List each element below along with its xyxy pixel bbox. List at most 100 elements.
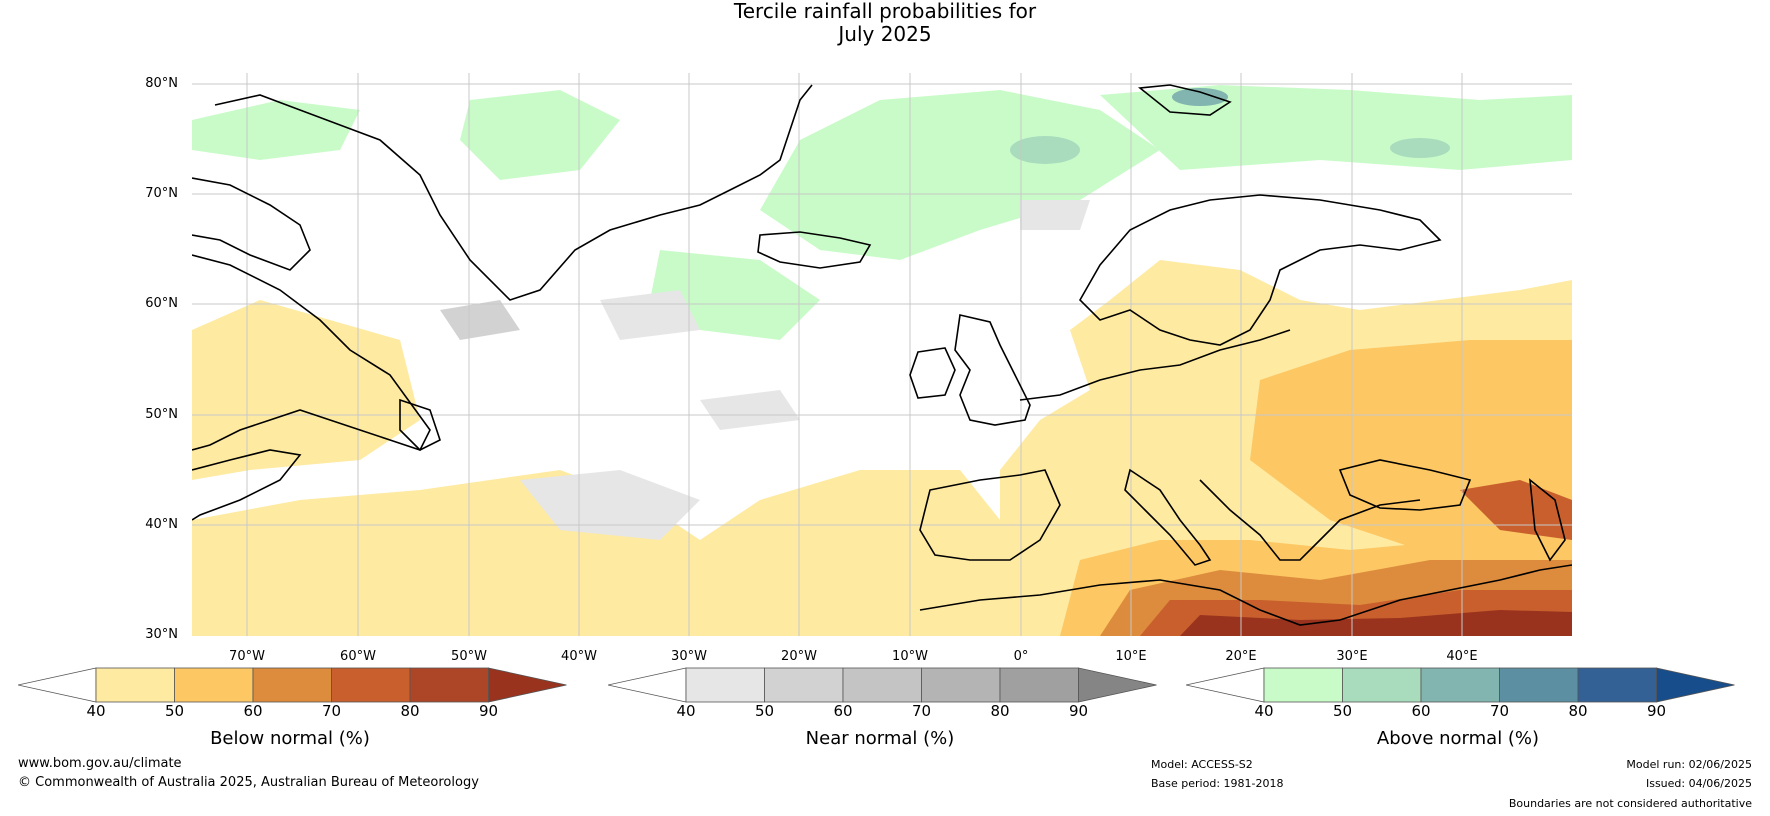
colorbar-below-normal-label: Below normal (%) <box>210 728 370 749</box>
lon-label-40w: 40°W <box>561 649 597 664</box>
colorbar-bin <box>999 667 1079 703</box>
lon-label-50w: 50°W <box>451 649 487 664</box>
colorbar-bin <box>1342 667 1422 703</box>
labrador-coast <box>192 254 431 451</box>
lon-label-60w: 60°W <box>340 649 376 664</box>
lon-label-40e: 40°E <box>1446 649 1478 664</box>
above-normal-region-labrador <box>192 100 360 160</box>
title-line-1: Tercile rainfall probabilities for <box>733 0 1037 23</box>
footer-base-period: Base period: 1981-2018 <box>1151 777 1284 790</box>
colorbar-bin <box>764 667 844 703</box>
north-africa-coast <box>919 564 1572 626</box>
colorbar-tick-label: 70 <box>1489 702 1510 720</box>
baffin-island-coast <box>192 177 311 271</box>
lat-label-60n: 60°N <box>145 296 178 311</box>
colorbar-tick-label: 50 <box>754 702 775 720</box>
footer-issued: Issued: 04/06/2025 <box>1645 777 1752 790</box>
scandinavia-coast <box>1079 194 1442 346</box>
near-normal-patch-3 <box>1020 200 1090 230</box>
colorbar-below-normal <box>18 667 567 703</box>
above-normal-patch-2 <box>1172 88 1228 106</box>
lat-label-80n: 80°N <box>145 76 178 91</box>
colorbar-bin <box>842 667 922 703</box>
black-sea-coast <box>1338 459 1472 511</box>
probability-shading <box>192 73 1572 636</box>
colorbar-tick-label: 40 <box>86 702 106 720</box>
iceland-coast <box>757 231 872 269</box>
colorbar-tick-label: 40 <box>676 702 696 720</box>
colorbar-extend-high <box>1656 667 1735 703</box>
colorbar-tick-label: 90 <box>1646 702 1667 720</box>
lon-label-70w: 70°W <box>229 649 265 664</box>
below-normal-region-west <box>192 300 420 480</box>
lon-label-0: 0° <box>1013 649 1029 664</box>
colorbar-tick-label: 50 <box>164 702 185 720</box>
britain-coast <box>954 314 1031 426</box>
colorbar-tick-label: 70 <box>911 702 932 720</box>
colorbar-tick-label: 80 <box>990 702 1010 720</box>
lon-label-30e: 30°E <box>1336 649 1368 664</box>
ireland-coast <box>909 347 956 399</box>
below-normal-region-atlantic-south <box>192 470 1000 636</box>
lat-label-40n: 40°N <box>145 517 178 532</box>
nova-scotia-coast <box>192 449 302 521</box>
lon-label-30w: 30°W <box>671 649 707 664</box>
lon-label-20e: 20°E <box>1225 649 1257 664</box>
lon-label-20w: 20°W <box>781 649 817 664</box>
near-normal-patch-5 <box>440 300 520 340</box>
colorbar-extend-low <box>18 667 97 703</box>
coastlines <box>192 84 1572 626</box>
above-normal-region-norwegian-sea <box>760 90 1160 260</box>
graticule <box>192 73 1572 636</box>
above-normal-region-north <box>1100 85 1572 170</box>
europe-north-coast <box>1019 329 1291 401</box>
caspian-coast <box>1529 478 1566 562</box>
footer-disclaimer: Boundaries are not considered authoritat… <box>1508 797 1752 810</box>
colorbar-bin <box>174 667 254 703</box>
colorbar-bin <box>921 667 1001 703</box>
colorbar-tick-label: 90 <box>478 702 499 720</box>
lat-label-30n: 30°N <box>145 627 178 642</box>
colorbar-bin <box>409 667 489 703</box>
colorbar-bin <box>331 667 411 703</box>
colorbar-bin <box>685 667 765 703</box>
colorbar-bin <box>95 667 175 703</box>
colorbar-bin <box>1263 667 1343 703</box>
lon-label-10e: 10°E <box>1115 649 1147 664</box>
colorbar-bin <box>1420 667 1500 703</box>
colorbar-tick-label: 90 <box>1068 702 1089 720</box>
below-normal-region-90 <box>1180 610 1572 636</box>
balkans-coast <box>1199 479 1421 561</box>
colorbar-tick-label: 60 <box>243 702 263 720</box>
svalbard-coast <box>1137 84 1232 116</box>
colorbar-extend-low <box>1186 667 1265 703</box>
map-title: Tercile rainfall probabilities for July … <box>0 0 1770 46</box>
near-normal-patch-4 <box>700 390 800 430</box>
colorbar-extend-high <box>1078 667 1157 703</box>
colorbar-bin <box>1499 667 1579 703</box>
footer-website: www.bom.gov.au/climate <box>18 756 182 771</box>
colorbar-bin <box>252 667 332 703</box>
colorbar-extend-low <box>608 667 687 703</box>
colorbar-extend-high <box>488 667 567 703</box>
lat-label-70n: 70°N <box>145 186 178 201</box>
footer-model-run: Model run: 02/06/2025 <box>1626 758 1752 771</box>
colorbar-tick-label: 80 <box>1568 702 1588 720</box>
colorbar-tick-label: 80 <box>400 702 420 720</box>
above-normal-patch-3 <box>1390 138 1450 158</box>
colorbar-tick-label: 60 <box>1411 702 1431 720</box>
italy-coast <box>1124 468 1212 566</box>
colorbar-above-normal-label: Above normal (%) <box>1376 728 1540 749</box>
newfoundland-coast <box>399 398 441 451</box>
greenland-coast <box>214 84 813 301</box>
iberia-coast <box>919 469 1061 561</box>
title-line-2: July 2025 <box>838 22 932 46</box>
above-normal-region-greenland-e <box>460 90 620 180</box>
lat-label-50n: 50°N <box>145 407 178 422</box>
colorbar-bin <box>1577 667 1657 703</box>
colorbar-tick-label: 60 <box>833 702 853 720</box>
colorbar-tick-label: 40 <box>1254 702 1274 720</box>
colorbar-near-normal-label: Near normal (%) <box>805 728 955 749</box>
footer-copyright: © Commonwealth of Australia 2025, Austra… <box>18 775 479 790</box>
